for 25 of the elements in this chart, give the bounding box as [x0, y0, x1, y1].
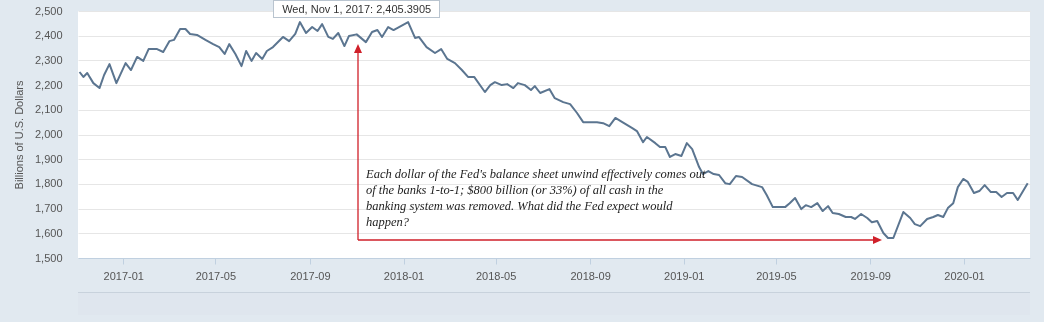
- y-tick-label: 1,700: [34, 202, 63, 215]
- x-tick-label: 2017-05: [195, 269, 237, 282]
- y-tick-label: 2,100: [34, 103, 63, 116]
- x-tick-label: 2018-09: [570, 269, 611, 282]
- x-tick-label: 2019-05: [756, 269, 797, 282]
- y-axis-title: Billions of U.S. Dollars: [12, 80, 25, 190]
- x-tick-label: 2018-05: [475, 269, 517, 282]
- y-tick-label: 2,200: [34, 78, 63, 91]
- y-tick-label: 1,800: [34, 177, 63, 190]
- x-tick-label: 2017-09: [290, 269, 331, 282]
- y-tick-label: 2,500: [34, 4, 63, 17]
- y-tick-label: 2,400: [34, 29, 63, 42]
- y-tick-label: 2,000: [34, 128, 63, 140]
- annotation: Wed, Nov 1, 2017: 2,405.3905: [273, 0, 441, 19]
- x-tick-label: 2019-01: [664, 269, 705, 282]
- x-tick-label: 2020-01: [944, 269, 985, 282]
- annotation: Each dollar of the Fed's balance sheet unwind effectively comes out of the banks 1-to-1; $800 billion (or 33%) of all cash in the banking system was removed. What did the Fed expect would happen?: [366, 166, 706, 230]
- line-series: [78, 21, 1029, 239]
- y-tick-label: 1,500: [34, 251, 63, 264]
- x-tick-label: 2019-09: [850, 269, 891, 282]
- y-tick-label: 1,600: [34, 226, 63, 239]
- x-tick-label: 2018-01: [383, 269, 425, 282]
- y-tick-label: 2,300: [34, 53, 63, 66]
- x-tick-label: 2017-01: [103, 269, 144, 282]
- y-tick-label: 1,900: [34, 152, 63, 165]
